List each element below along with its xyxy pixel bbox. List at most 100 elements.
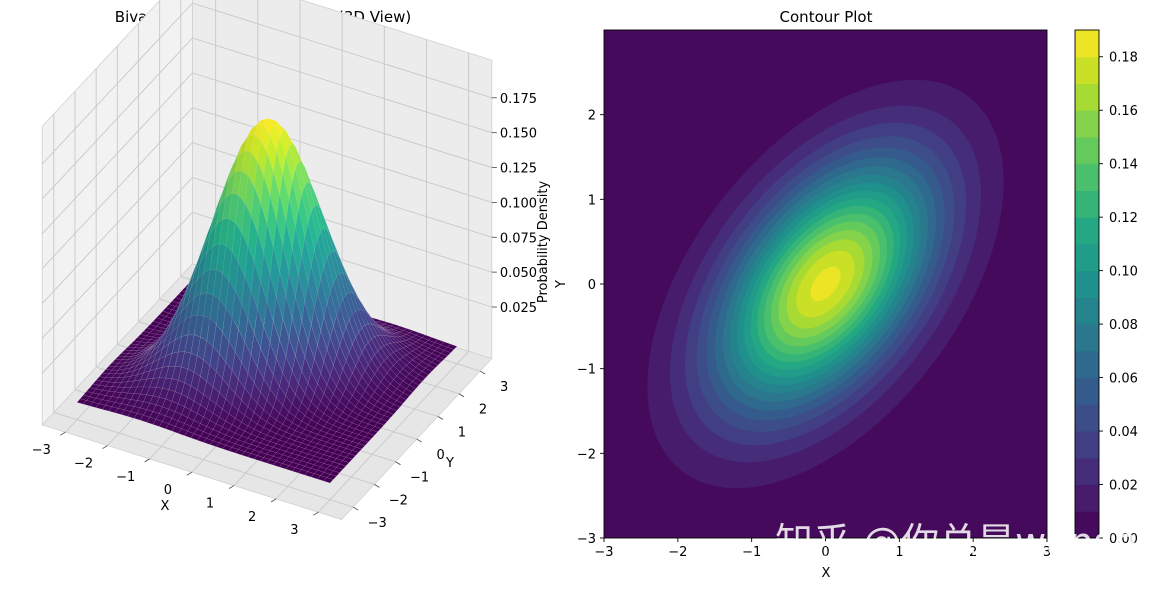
surface-facet xyxy=(329,470,340,477)
colorbar-band xyxy=(1075,511,1099,539)
surface-xtick xyxy=(102,445,108,449)
surface-ytick xyxy=(416,438,422,443)
surface-facet xyxy=(377,418,388,426)
contour-ticks: −3 −2 −1 0 1 2 3 −3 −2 −1 0 1 2 xyxy=(577,109,1051,560)
contour-ylabel: Y xyxy=(554,280,569,289)
surface-facet xyxy=(323,477,334,484)
contour-title: Contour Plot xyxy=(780,8,873,26)
surface-xtick-label: 2 xyxy=(248,510,256,525)
surface-ztick-label: 0.125 xyxy=(500,162,537,177)
colorbar-band xyxy=(1075,324,1099,352)
contour-ytick-label: 0 xyxy=(588,278,596,293)
colorbar-tick-label: 0.00 xyxy=(1109,532,1138,547)
contour-band xyxy=(810,266,841,302)
surface-ytick-label: −2 xyxy=(389,493,408,508)
surface-xtick xyxy=(313,511,319,516)
colorbar-tick-label: 0.18 xyxy=(1109,51,1138,66)
surface-mesh xyxy=(76,118,458,484)
colorbar-tick-label: 0.06 xyxy=(1109,372,1138,387)
surface-3d-axes: Bivariate Normal Distribution (3D View) … xyxy=(32,0,551,538)
surface-xtick-label: −2 xyxy=(74,457,93,472)
colorbar-band xyxy=(1075,270,1099,298)
surface-xtick xyxy=(144,458,150,463)
surface-facet xyxy=(418,371,429,379)
surface-ytick-label: 3 xyxy=(500,380,508,395)
colorbar-tick-label: 0.12 xyxy=(1109,211,1138,226)
surface-ztick-label: 0.075 xyxy=(500,231,537,246)
colorbar-band xyxy=(1075,484,1099,512)
colorbar-band xyxy=(1075,297,1099,325)
colorbar-band xyxy=(1075,110,1099,138)
contour-axes: Contour Plot −3 −2 −1 0 1 2 3 −3 −2 −1 0 1 2 X Y 0.0… xyxy=(554,8,1138,581)
grid-line-z xyxy=(41,142,492,304)
colorbar-band xyxy=(1075,243,1099,272)
grid-line-y xyxy=(53,113,354,508)
contour-xtick-label: 2 xyxy=(969,545,977,560)
surface-ytick xyxy=(395,461,401,466)
colorbar-tick-label: 0.02 xyxy=(1109,479,1138,494)
colorbar-band xyxy=(1075,163,1099,191)
contour-xlabel: X xyxy=(822,566,831,581)
colorbar-frame xyxy=(1074,29,1100,539)
contour-xtick-label: −2 xyxy=(668,545,687,560)
colorbar-band xyxy=(1075,457,1099,486)
contour-xtick-label: 0 xyxy=(821,545,829,560)
colorbar-tick-label: 0.10 xyxy=(1109,265,1138,280)
grid-line-z xyxy=(41,107,492,269)
surface-ztick-label: 0.100 xyxy=(500,196,537,211)
colorbar-tick-label: 0.08 xyxy=(1109,318,1138,333)
colorbar-band xyxy=(1075,404,1099,432)
surface-facet xyxy=(348,450,359,456)
surface-ytick-label: 2 xyxy=(479,403,487,418)
surface-xtick-label: 3 xyxy=(290,523,298,538)
grid-line-z xyxy=(41,2,492,165)
colorbar: 0.00 0.02 0.04 0.06 0.08 0.10 0.12 0.14 0.16 0.18 xyxy=(1074,29,1138,547)
surface-xtick xyxy=(60,431,66,436)
contour-xtick-label: −3 xyxy=(594,545,613,560)
contour-ytick-label: −2 xyxy=(577,447,596,462)
surface-xtick-label: −3 xyxy=(32,443,51,458)
colorbar-band xyxy=(1075,30,1099,58)
colorbar-band xyxy=(1075,431,1099,459)
contour-xtick-label: 3 xyxy=(1043,545,1051,560)
surface-ztick-label: 0.175 xyxy=(500,92,537,107)
colorbar-band xyxy=(1075,83,1099,111)
grid-line-z xyxy=(41,211,492,374)
colorbar-band xyxy=(1075,377,1099,405)
contour-ytick-label: −1 xyxy=(577,363,596,378)
surface-ytick-label: 1 xyxy=(458,425,466,440)
surface-zlabel: Probability Density xyxy=(536,181,551,304)
contour-ytick-label: 2 xyxy=(588,109,596,124)
surface-ytick-label: 0 xyxy=(437,448,445,463)
surface-facet xyxy=(421,367,432,376)
colorbar-band xyxy=(1075,136,1099,165)
colorbar-band xyxy=(1075,190,1099,218)
surface-ytick-label: −1 xyxy=(410,471,429,486)
surface-xtick-label: −1 xyxy=(116,470,135,485)
grid-line-z xyxy=(41,176,492,339)
surface-facet xyxy=(415,374,426,382)
grid-line-z xyxy=(41,37,492,200)
surface-ytick xyxy=(458,393,465,398)
colorbar-band xyxy=(1075,217,1099,245)
colorbar-band xyxy=(1075,56,1099,84)
contour-bands xyxy=(604,30,1047,538)
colorbar-tick-label: 0.04 xyxy=(1109,425,1138,440)
surface-ztick-label: 0.150 xyxy=(500,127,537,142)
contour-ytick-label: −3 xyxy=(577,532,596,547)
surface-ytick-label: −3 xyxy=(368,516,387,531)
colorbar-tick-label: 0.16 xyxy=(1109,104,1138,119)
surface-xtick xyxy=(228,485,235,489)
contour-xtick-label: 1 xyxy=(895,545,903,560)
surface-xlabel: X xyxy=(161,499,170,514)
surface-xtick xyxy=(186,471,193,476)
colorbar-band xyxy=(1075,350,1099,379)
contour-ytick-label: 1 xyxy=(588,193,596,208)
surface-ytick xyxy=(352,506,359,511)
surface-ytick xyxy=(374,484,380,488)
surface-xtick-label: 1 xyxy=(206,497,214,512)
surface-xtick-label: 0 xyxy=(164,483,172,498)
surface-xtick xyxy=(270,498,277,503)
